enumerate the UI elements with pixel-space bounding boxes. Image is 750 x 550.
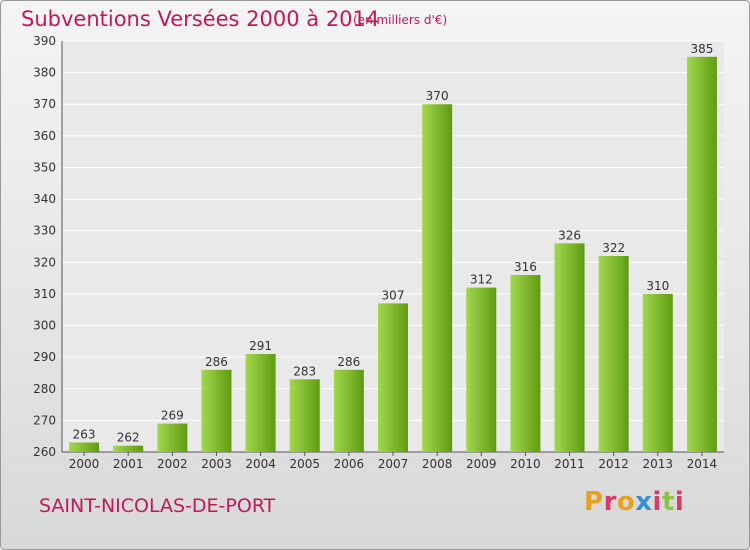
x-tick-label-2001: 2001 (113, 457, 144, 471)
bar-2003 (201, 369, 232, 452)
x-tick-label-2008: 2008 (422, 457, 453, 471)
y-tick-labels: 260 270 280 290 300 310 320 330 340 350 360 370 380 3… (33, 34, 56, 459)
y-tick-label: 360 (33, 129, 56, 143)
bar-2009 (466, 287, 497, 452)
x-tick-labels: 2000 2001 2002 2003 2004 2005 2006 2007 2008 2009… (69, 452, 717, 471)
bar-2007 (378, 303, 408, 452)
x-tick-label-2013: 2013 (643, 457, 674, 471)
x-tick-label-2004: 2004 (245, 457, 276, 471)
y-tick-label: 320 (33, 255, 56, 269)
bar-2011 (554, 243, 585, 452)
bars-group (69, 56, 717, 453)
x-tick-label-2014: 2014 (687, 457, 718, 471)
y-tick-label: 310 (33, 287, 56, 301)
data-label-2009: 312 (470, 273, 493, 287)
data-label-2000: 263 (73, 428, 96, 442)
data-label-2006: 286 (337, 355, 360, 369)
data-label-2013: 310 (646, 279, 669, 293)
chart-title: Subventions Versées 2000 à 2014 (21, 7, 380, 31)
x-tick-label-2005: 2005 (289, 457, 320, 471)
commune-name: SAINT-NICOLAS-DE-PORT (39, 495, 276, 517)
y-tick-label: 280 (33, 382, 56, 396)
y-tick-label: 330 (33, 224, 56, 238)
data-label-2011: 326 (558, 228, 581, 242)
x-tick-label-2012: 2012 (598, 457, 629, 471)
proxiti-logo: Proxiti (584, 487, 685, 517)
y-tick-label: 290 (33, 350, 56, 364)
x-tick-label-2009: 2009 (466, 457, 497, 471)
data-label-2007: 307 (382, 288, 405, 302)
bar-2000 (69, 442, 100, 452)
bar-2006 (333, 369, 364, 452)
data-label-2001: 262 (117, 431, 140, 445)
bar-2014 (686, 56, 717, 453)
x-tick-label-2006: 2006 (334, 457, 365, 471)
y-tick-label: 350 (33, 160, 56, 174)
data-label-2008: 370 (426, 89, 449, 103)
data-labels-group: 263 262 269 286 291 283 286 307 370 312 316 326 322 3… (73, 42, 714, 445)
data-label-2003: 286 (205, 355, 228, 369)
y-tick-label: 380 (33, 66, 56, 80)
x-tick-label-2007: 2007 (378, 457, 409, 471)
bar-2013 (642, 293, 673, 452)
data-label-2005: 283 (293, 364, 316, 378)
bar-2008 (422, 104, 453, 452)
x-tick-label-2010: 2010 (510, 457, 541, 471)
bar-2012 (598, 255, 629, 452)
data-label-2014: 385 (690, 42, 713, 56)
bar-2010 (510, 274, 541, 452)
y-tick-label: 370 (33, 97, 56, 111)
y-tick-label: 260 (33, 445, 56, 459)
data-label-2002: 269 (161, 409, 184, 423)
bar-2002 (157, 423, 188, 452)
data-label-2012: 322 (602, 241, 625, 255)
bar-2004 (245, 353, 276, 452)
x-tick-label-2002: 2002 (157, 457, 188, 471)
x-tick-label-2011: 2011 (554, 457, 585, 471)
y-tick-label: 390 (33, 34, 56, 48)
x-tick-label-2000: 2000 (69, 457, 100, 471)
bar-2005 (289, 379, 320, 452)
data-label-2004: 291 (249, 339, 272, 353)
x-tick-label-2003: 2003 (201, 457, 232, 471)
data-label-2010: 316 (514, 260, 537, 274)
y-tick-label: 340 (33, 192, 56, 206)
bar-2001 (113, 445, 144, 452)
y-tick-label: 270 (33, 413, 56, 427)
unit-note: (en milliers d'€) (353, 13, 448, 27)
y-tick-label: 300 (33, 319, 56, 333)
